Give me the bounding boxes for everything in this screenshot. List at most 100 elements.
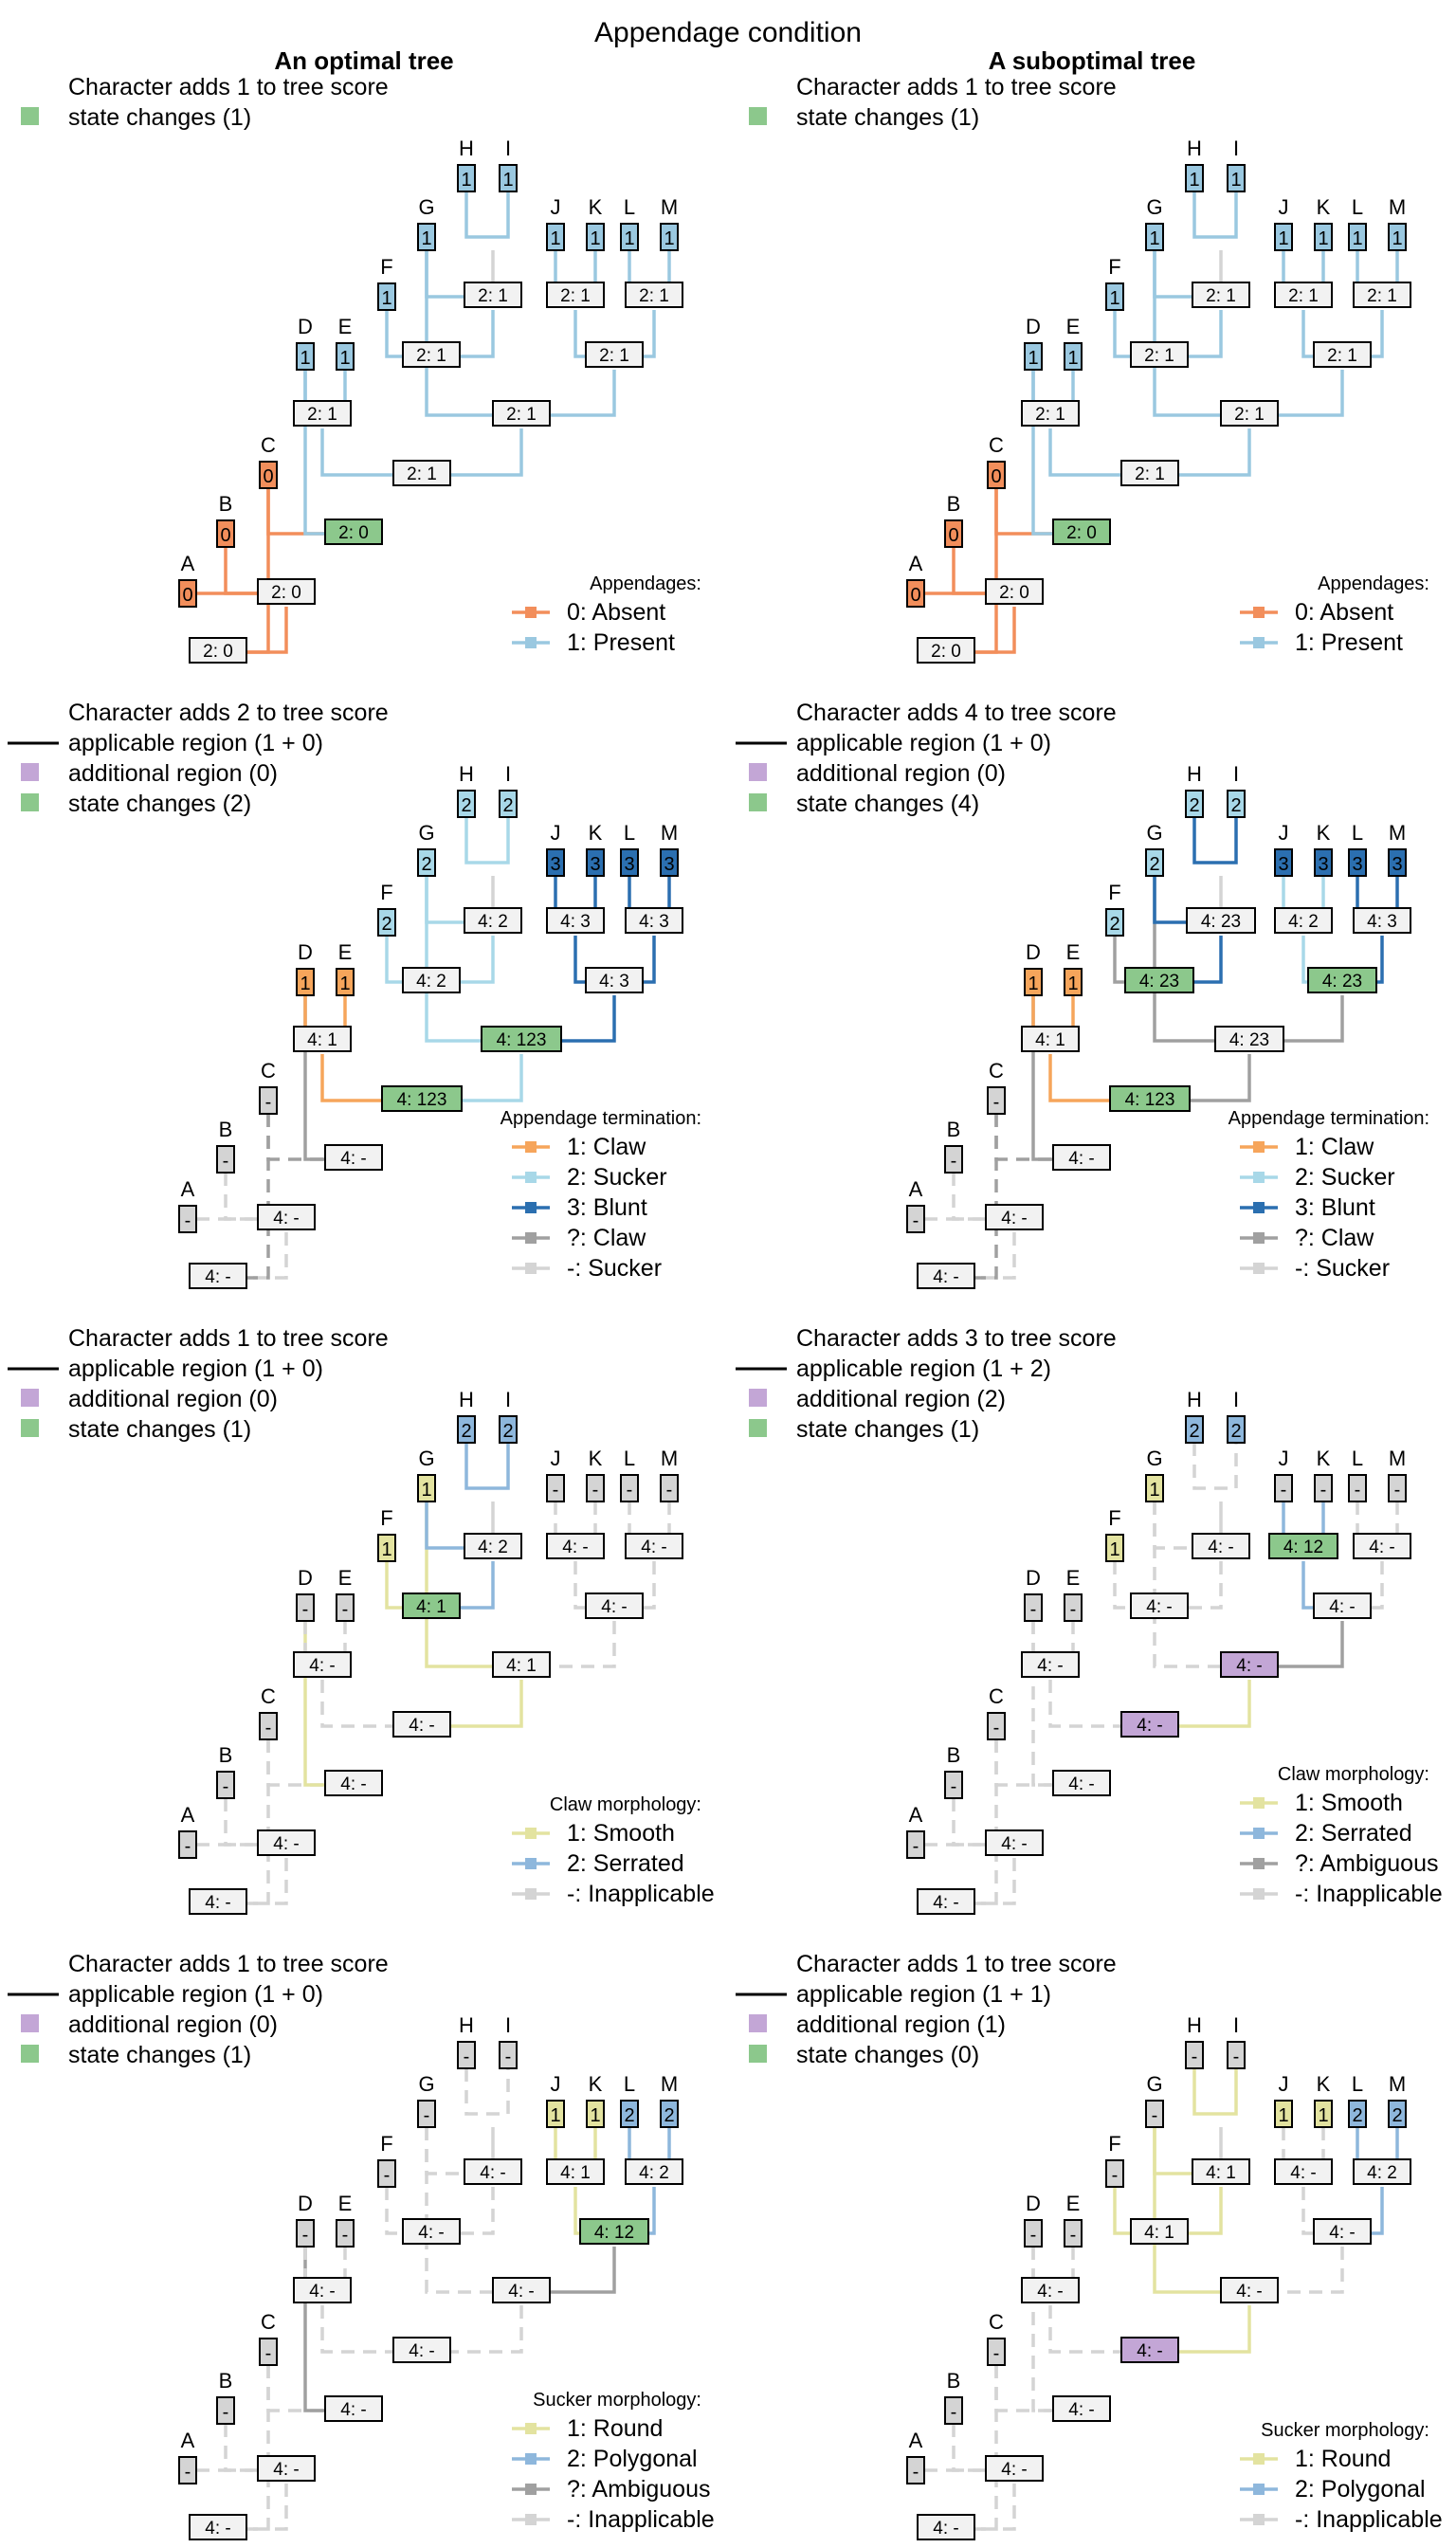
- node-box-C: [324, 519, 383, 545]
- node-box-C: [324, 1144, 383, 1171]
- tip-state-H: -: [1192, 2047, 1198, 2067]
- tip-name-M: M: [661, 195, 678, 219]
- node-label-G: 4: -: [418, 2223, 444, 2243]
- node-box-R2: [585, 341, 644, 368]
- tip-name-F: F: [380, 2132, 392, 2156]
- branch-HI-pair: [464, 1443, 510, 1490]
- legend-label: ?: Ambiguous: [567, 2476, 711, 2502]
- tip-state-B: 0: [220, 525, 230, 546]
- branch-DE: [320, 1680, 422, 1728]
- node-label-DE: 4: -: [1037, 1656, 1063, 1676]
- tip-box-A: [178, 579, 197, 608]
- legend-title: Appendages:: [590, 573, 701, 594]
- tip-state-D: 1: [300, 348, 310, 369]
- tip-state-E: 1: [339, 974, 350, 994]
- tip-box-C: [987, 2338, 1006, 2366]
- tip-name-E: E: [1066, 2192, 1081, 2215]
- node-box-HI: [1192, 2158, 1250, 2185]
- tip-state-I: 2: [1230, 1421, 1241, 1442]
- tip-state-J: 3: [1278, 854, 1288, 875]
- tip-state-L: 1: [624, 228, 634, 249]
- branch-C: [994, 2365, 1082, 2412]
- changes-key: [749, 2045, 767, 2063]
- node-label-JK: 2: 1: [560, 286, 591, 306]
- node-box-L2: [492, 400, 551, 427]
- tip-box-K: [1314, 848, 1333, 877]
- tip-name-A: A: [909, 2429, 923, 2452]
- node-label-R2: 4: 12: [594, 2223, 634, 2243]
- tip-name-A: A: [909, 1177, 923, 1201]
- tip-box-D: [1024, 1593, 1043, 1622]
- tip-box-H: [457, 2041, 476, 2069]
- node-box-D: [1109, 1085, 1191, 1112]
- tip-state-L: 1: [1352, 228, 1362, 249]
- tip-box-I: [1227, 790, 1246, 818]
- legend-swatch: [1253, 637, 1265, 648]
- node-label-HI: 4: 23: [1201, 912, 1241, 932]
- node-box-R2: [1313, 341, 1372, 368]
- node-label-R2: 4: -: [601, 1597, 627, 1617]
- node-label-G: 2: 1: [1144, 346, 1174, 366]
- tip-box-A: [178, 2456, 197, 2484]
- node-box-G: [402, 967, 461, 993]
- branch-G: [425, 1502, 521, 1668]
- tip-state-J: 3: [550, 854, 560, 875]
- applicable-text: applicable region (1 + 2): [796, 1356, 1051, 1382]
- tip-box-G: [1145, 848, 1164, 877]
- tip-name-G: G: [1146, 1447, 1162, 1470]
- tip-box-E: [336, 1593, 355, 1622]
- tip-name-H: H: [1187, 1388, 1202, 1411]
- legend-swatch: [1253, 1888, 1265, 1900]
- tip-state-L: 2: [1352, 2105, 1362, 2126]
- node-label-L2: 4: -: [1236, 1656, 1262, 1676]
- branch-R2: [1249, 370, 1344, 417]
- node-box-JK: [546, 1533, 605, 1559]
- changes-key: [21, 793, 39, 811]
- tip-box-M: [660, 223, 679, 251]
- tip-box-D: [296, 342, 315, 371]
- node-box-D: [1120, 2337, 1179, 2363]
- tip-name-D: D: [1026, 315, 1041, 338]
- branch-C: [994, 1114, 1082, 1161]
- branch-AB: [224, 1798, 286, 1847]
- tip-name-G: G: [1146, 195, 1162, 219]
- tip-box-M: [660, 848, 679, 877]
- node-box-root: [189, 2514, 247, 2540]
- node-label-G: 4: 1: [1144, 2223, 1174, 2243]
- branch-R2: [521, 2247, 616, 2294]
- node-label-G: 4: 1: [416, 1597, 446, 1617]
- legend-swatch: [525, 1172, 537, 1183]
- legend-swatch: [525, 1202, 537, 1213]
- tip-state-D: -: [1030, 2225, 1037, 2246]
- legend-label: ?: Claw: [567, 1225, 646, 1251]
- tip-state-B: -: [951, 2402, 957, 2423]
- tip-box-H: [1185, 790, 1204, 818]
- node-label-AB: 2: 0: [271, 583, 301, 603]
- legend-swatch: [525, 1141, 537, 1153]
- tip-box-L: [1348, 1474, 1367, 1502]
- tip-name-L: L: [624, 2072, 635, 2096]
- legend-label: 1: Round: [567, 2415, 663, 2442]
- changes-text: state changes (4): [796, 791, 979, 817]
- tip-box-C: [987, 461, 1006, 489]
- node-label-HI: 4: 2: [478, 912, 508, 932]
- tip-box-K: [586, 848, 605, 877]
- tip-state-D: 1: [1028, 348, 1038, 369]
- tip-state-B: -: [951, 1776, 957, 1797]
- tip-name-B: B: [219, 1118, 233, 1141]
- changes-key: [21, 2045, 39, 2063]
- node-box-LM: [1353, 907, 1411, 934]
- tip-name-I: I: [1233, 762, 1239, 786]
- branch-HI-pair: [1192, 817, 1238, 864]
- node-label-JK: 4: 12: [1283, 1538, 1323, 1557]
- node-box-root: [917, 1888, 975, 1915]
- legend-title: Appendage termination:: [500, 1108, 701, 1129]
- tip-name-D: D: [1026, 2192, 1041, 2215]
- branch-L2: [422, 428, 523, 477]
- node-label-HI: 4: -: [1208, 1538, 1233, 1557]
- legend-swatch: [1253, 1141, 1265, 1153]
- tip-name-C: C: [261, 2310, 276, 2334]
- branch-HI-pair: [464, 817, 510, 864]
- legend-title: Claw morphology:: [1278, 1764, 1429, 1785]
- branch-HI-pair: [1192, 191, 1238, 239]
